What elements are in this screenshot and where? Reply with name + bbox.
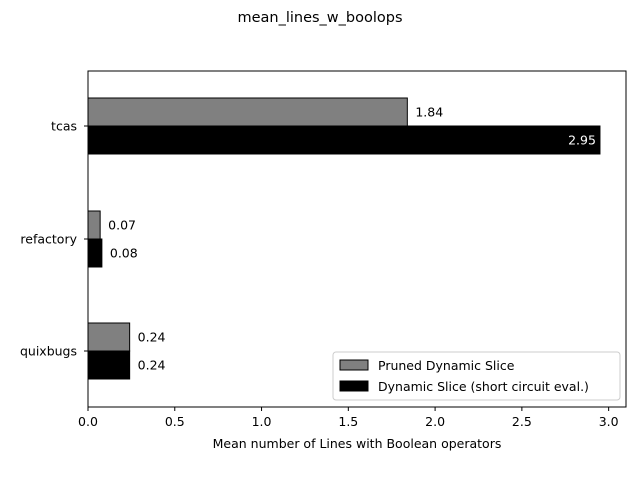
bar-tcas-dynamic xyxy=(87,125,601,155)
bar-value-label: 0.24 xyxy=(138,330,166,345)
bar-refactory-dynamic xyxy=(87,238,103,268)
bar-value-label: 2.95 xyxy=(568,133,596,148)
bar-quixbugs-dynamic xyxy=(87,350,131,380)
plot-area: 1.84 2.95 0.07 0.08 0.24 0.24 xyxy=(87,97,601,380)
x-axis-label: Mean number of Lines with Boolean operat… xyxy=(213,436,502,451)
y-tick-label-refactory: refactory xyxy=(20,232,77,247)
legend-label-pruned: Pruned Dynamic Slice xyxy=(378,358,515,373)
x-tick-label: 1.5 xyxy=(338,414,358,429)
bar-value-label: 0.08 xyxy=(110,246,138,261)
x-tick-label: 0.0 xyxy=(78,414,98,429)
y-axis: tcas refactory quixbugs xyxy=(20,119,88,359)
bar-refactory-pruned xyxy=(87,210,101,240)
legend-label-dynamic: Dynamic Slice (short circuit eval.) xyxy=(378,379,589,394)
legend-swatch-dynamic xyxy=(339,380,369,392)
bar-tcas-pruned xyxy=(87,97,408,127)
y-tick-label-tcas: tcas xyxy=(51,119,77,134)
x-axis: 0.0 0.5 1.0 1.5 2.0 2.5 3.0 xyxy=(78,407,619,429)
bar-value-label: 0.24 xyxy=(138,358,166,373)
x-tick-label: 3.0 xyxy=(599,414,619,429)
bar-quixbugs-pruned xyxy=(87,322,131,352)
x-tick-label: 2.5 xyxy=(512,414,532,429)
x-tick-label: 1.0 xyxy=(252,414,272,429)
x-tick-label: 2.0 xyxy=(425,414,445,429)
legend: Pruned Dynamic Slice Dynamic Slice (shor… xyxy=(332,351,621,401)
chart-title: mean_lines_w_boolops xyxy=(237,10,402,26)
bar-value-label: 1.84 xyxy=(415,105,443,120)
legend-box xyxy=(332,351,621,401)
bar-value-label: 0.07 xyxy=(108,218,136,233)
y-tick-label-quixbugs: quixbugs xyxy=(20,344,77,359)
legend-swatch-pruned xyxy=(339,359,369,371)
x-tick-label: 0.5 xyxy=(165,414,185,429)
